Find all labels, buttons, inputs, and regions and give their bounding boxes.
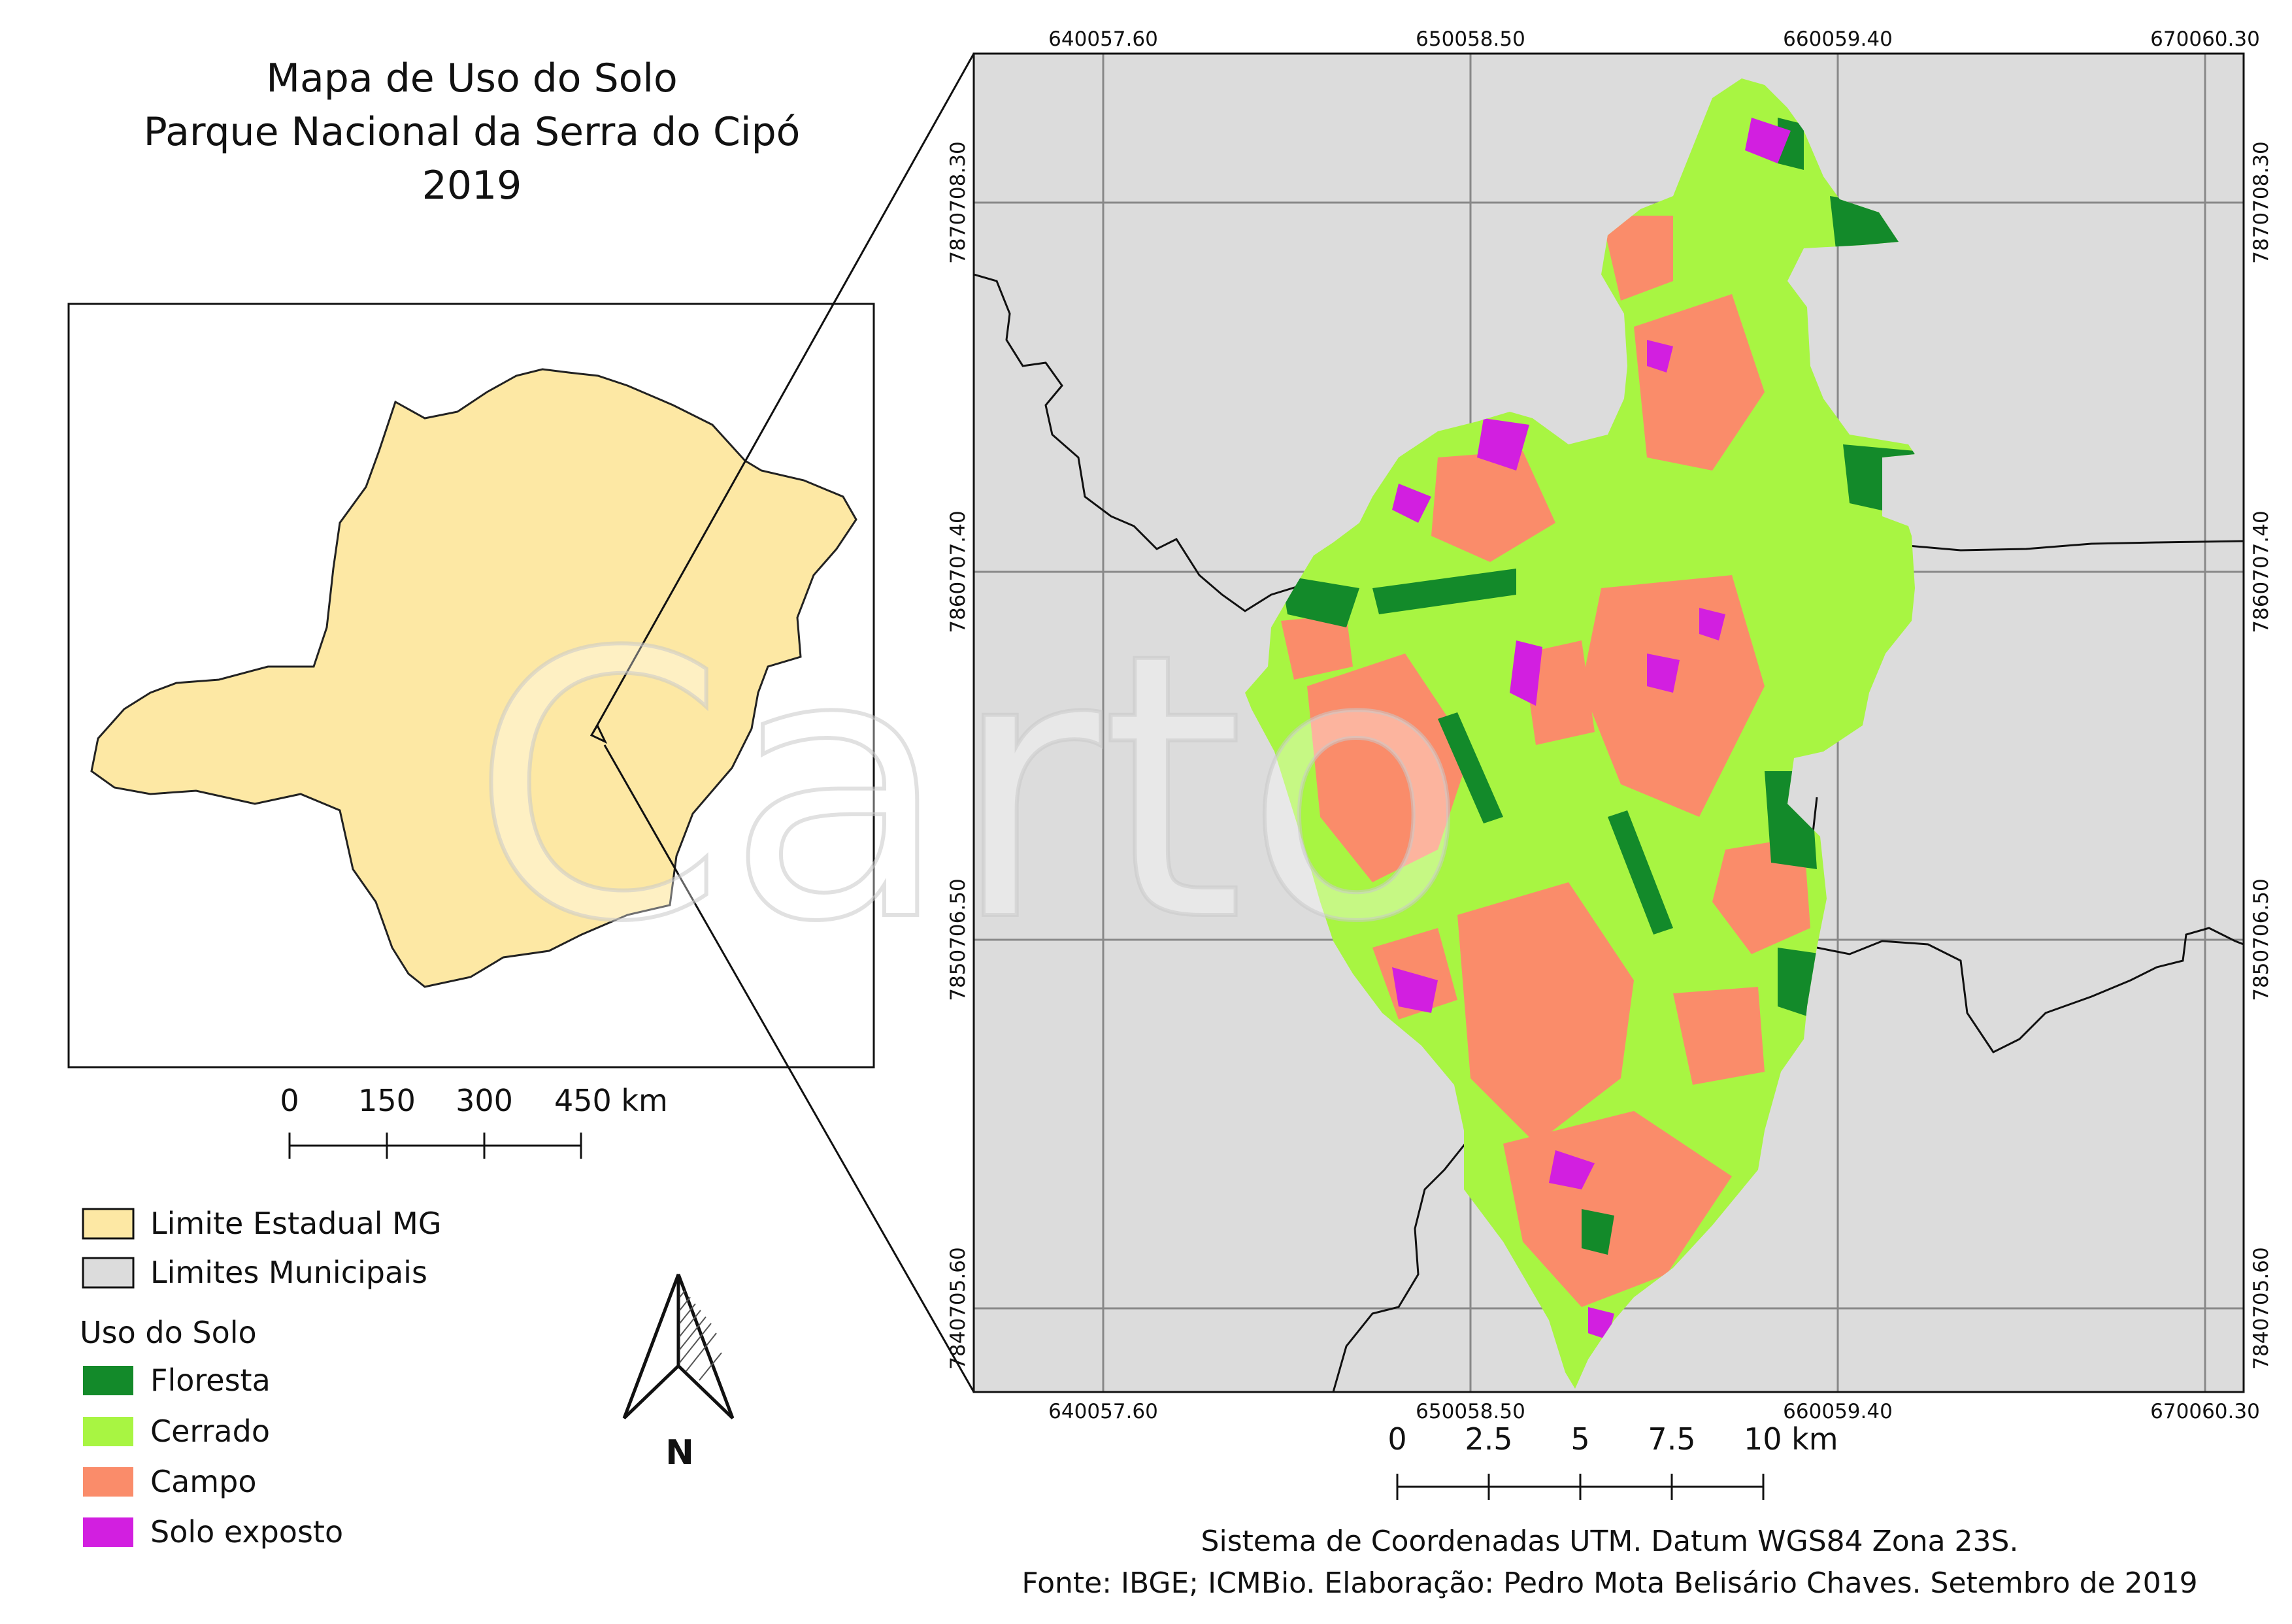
legend-swatch-solo-exposto — [83, 1517, 133, 1547]
coord-left-1: 7870708.30 — [946, 141, 970, 263]
coord-bottom-4: 670060.30 — [2150, 1400, 2260, 1423]
legend-swatch-municipal-limits — [82, 1257, 135, 1289]
coord-right-1: 7870708.30 — [2250, 141, 2273, 263]
inset-scale-bar: 0 150 300 450 km — [280, 1083, 668, 1159]
map-title: Mapa de Uso do Solo Parque Nacional da S… — [144, 56, 801, 208]
legend-label-floresta: Floresta — [150, 1363, 271, 1398]
main-map: 640057.60 650058.50 660059.40 670060.30 … — [946, 27, 2273, 1423]
legend-swatch-state-limit — [82, 1208, 135, 1240]
coord-top-3: 660059.40 — [1783, 27, 1893, 51]
coord-top-4: 670060.30 — [2150, 27, 2260, 51]
campo-patches — [1281, 216, 1810, 1307]
title-line-2: Parque Nacional da Serra do Cipó — [144, 109, 801, 155]
north-arrow-label: N — [665, 1433, 694, 1472]
inset-scale-label-0: 0 — [280, 1083, 299, 1118]
coord-left-4: 7840705.60 — [946, 1247, 970, 1369]
legend-land-use-title: Uso do Solo — [80, 1315, 257, 1350]
north-arrow-left-half — [622, 1274, 680, 1419]
north-arrow: N — [622, 1274, 735, 1472]
coord-left-2: 7860707.40 — [946, 510, 970, 633]
legend-swatch-floresta — [83, 1366, 133, 1395]
north-arrow-hatching — [679, 1290, 722, 1381]
main-scale-label-3: 7.5 — [1648, 1421, 1695, 1457]
grid-coordinates: 640057.60 650058.50 660059.40 670060.30 … — [946, 27, 2273, 1423]
title-line-3: 2019 — [422, 163, 522, 208]
legend-label-cerrado: Cerrado — [150, 1414, 270, 1449]
coord-right-2: 7860707.40 — [2250, 510, 2273, 633]
map-credits: Sistema de Coordenadas UTM. Datum WGS84 … — [1021, 1525, 2197, 1600]
inset-scale-label-3: 450 km — [554, 1083, 668, 1118]
legend: Limite Estadual MG Limites Municipais Us… — [80, 1206, 442, 1549]
main-scale-label-0: 0 — [1387, 1421, 1406, 1457]
zoom-connector-lines — [590, 53, 975, 1393]
inset-scale-label-2: 300 — [456, 1083, 513, 1118]
legend-label-state-limit: Limite Estadual MG — [150, 1206, 442, 1241]
minas-gerais-state-shape — [90, 368, 857, 988]
main-scale-label-2: 5 — [1570, 1421, 1589, 1457]
inset-scale-label-1: 150 — [358, 1083, 416, 1118]
watermark: Carto — [471, 576, 1469, 1002]
coord-right-4: 7840705.60 — [2250, 1247, 2273, 1369]
coord-top-1: 640057.60 — [1048, 27, 1158, 51]
legend-swatch-campo — [83, 1467, 133, 1497]
coord-bottom-2: 650058.50 — [1416, 1400, 1525, 1423]
coord-bottom-3: 660059.40 — [1783, 1400, 1893, 1423]
main-map-frame — [972, 52, 2245, 1393]
park-location-marker — [590, 723, 608, 744]
legend-label-municipal-limits: Limites Municipais — [150, 1255, 427, 1290]
legend-swatch-cerrado — [83, 1417, 133, 1446]
main-scale-label-1: 2.5 — [1465, 1421, 1512, 1457]
coord-top-2: 650058.50 — [1416, 27, 1525, 51]
credits-line-2: Fonte: IBGE; ICMBio. Elaboração: Pedro M… — [1021, 1566, 2197, 1600]
coord-left-3: 7850706.50 — [946, 878, 970, 1001]
coord-bottom-1: 640057.60 — [1048, 1400, 1158, 1423]
solo-exposto-patches — [1392, 118, 1791, 1340]
credits-line-1: Sistema de Coordenadas UTM. Datum WGS84 … — [1201, 1525, 2019, 1558]
coord-right-3: 7850706.50 — [2250, 878, 2273, 1001]
legend-label-solo-exposto: Solo exposto — [150, 1514, 343, 1549]
title-line-1: Mapa de Uso do Solo — [266, 56, 678, 101]
legend-label-campo: Campo — [150, 1464, 256, 1499]
main-scale-label-4: 10 km — [1744, 1421, 1838, 1457]
main-scale-bar: 0 2.5 5 7.5 10 km — [1387, 1421, 1838, 1500]
